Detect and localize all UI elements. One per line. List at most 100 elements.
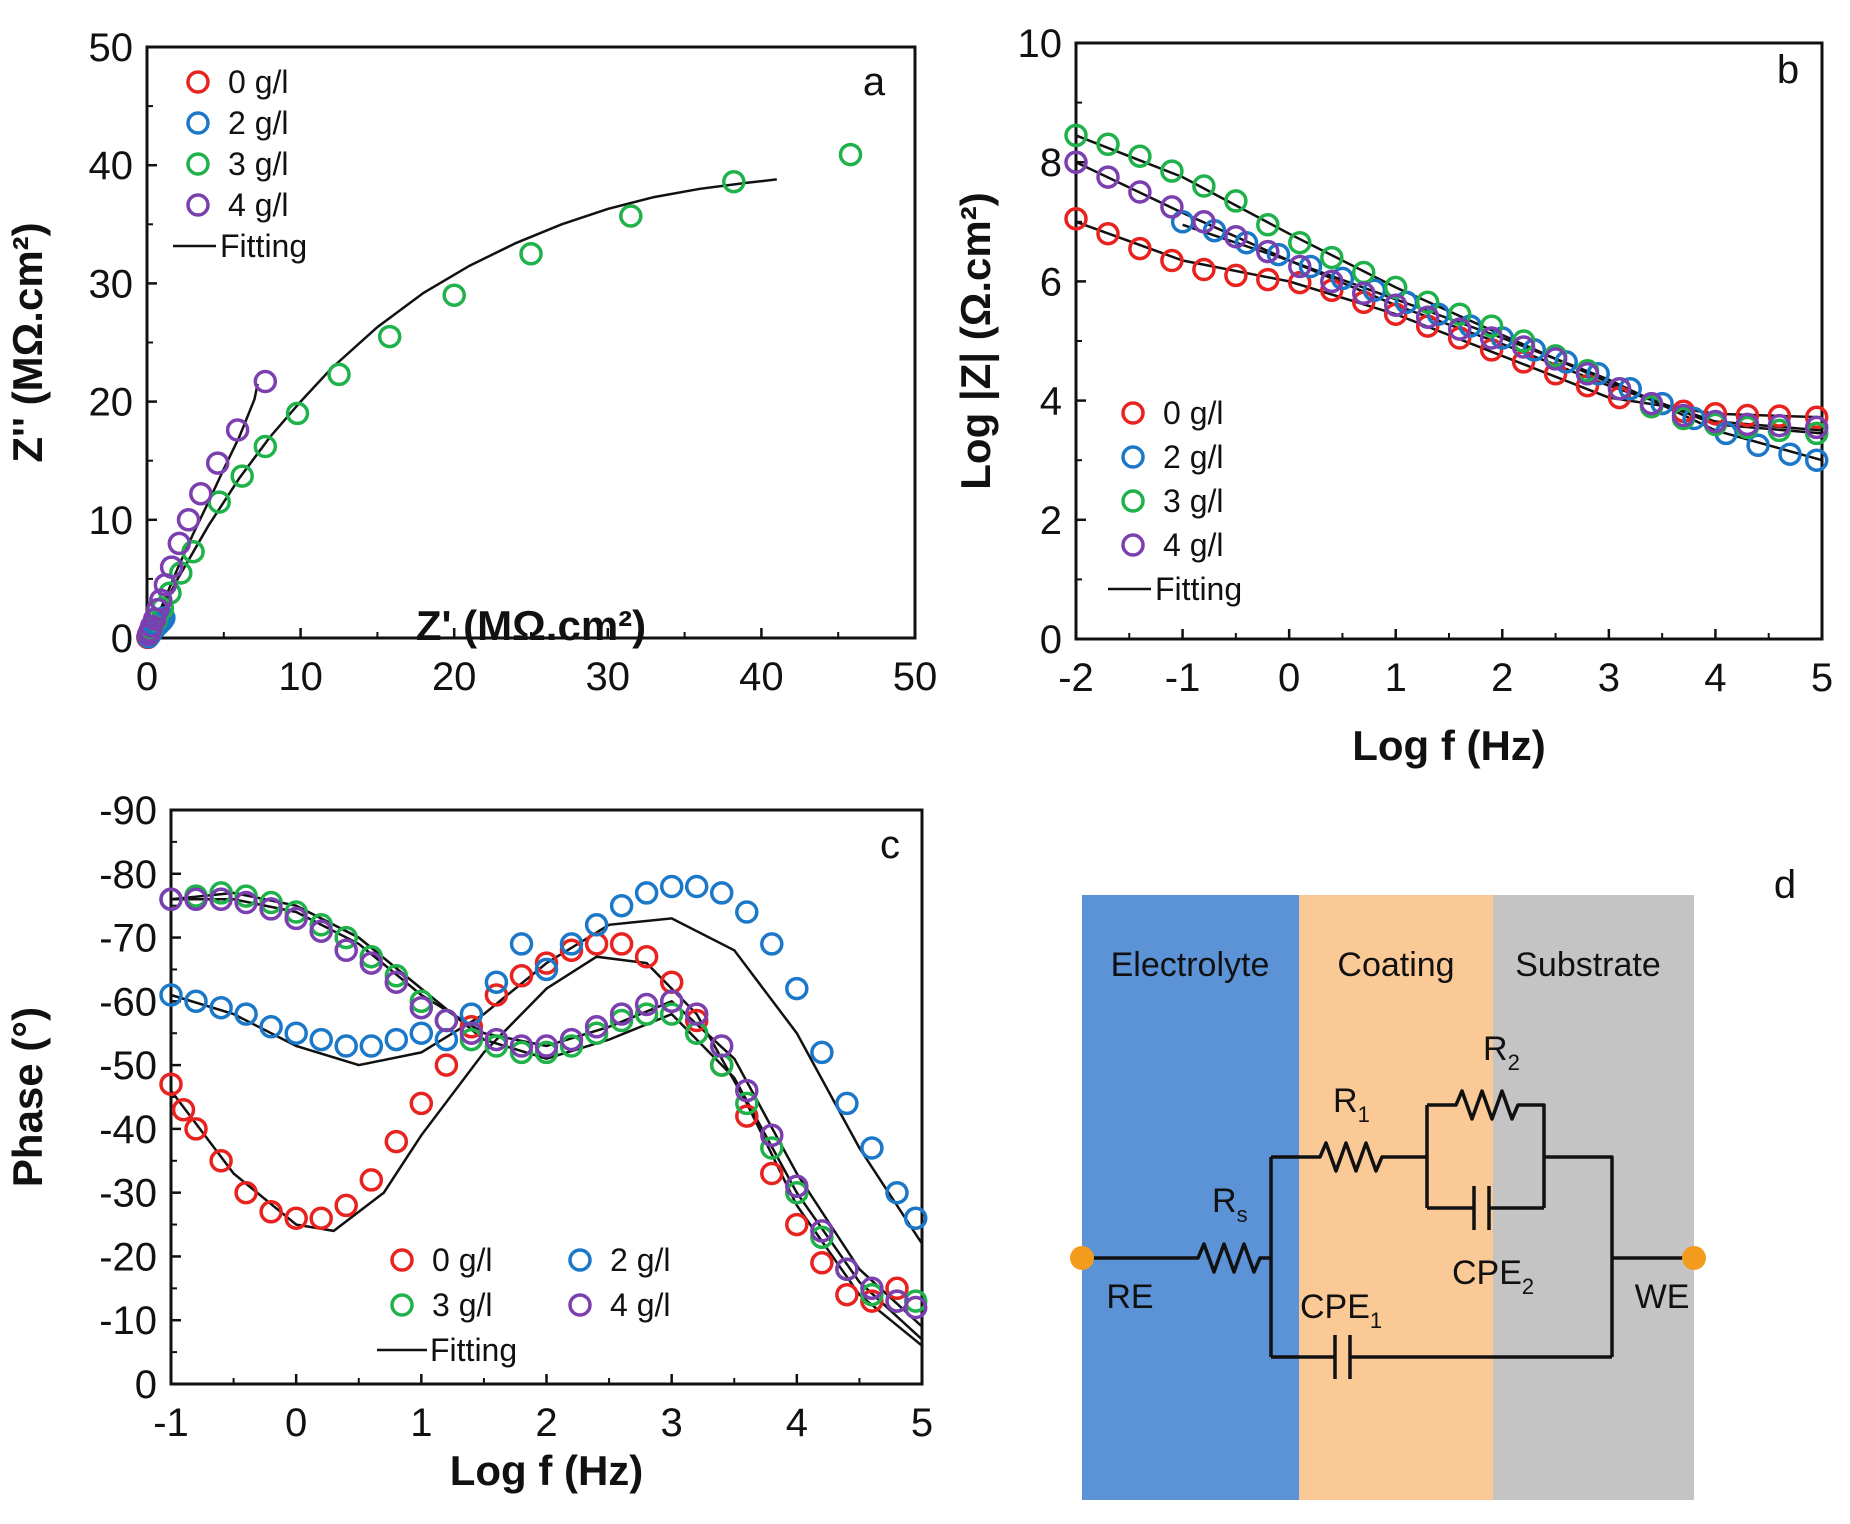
c-point-two xyxy=(609,893,634,918)
a-point-four xyxy=(225,418,250,442)
c-point-zero xyxy=(860,1289,884,1313)
c-x-tick-label: 2 xyxy=(535,1401,557,1445)
b-point-four xyxy=(1639,391,1664,416)
a-point-four xyxy=(253,369,278,394)
c-point-two xyxy=(409,1021,434,1045)
b-point-three xyxy=(1415,290,1440,315)
a-point-three xyxy=(230,464,254,488)
b-legend-label-four: 4 g/l xyxy=(1163,527,1223,563)
c-point-four xyxy=(860,1276,884,1301)
b-point-three xyxy=(1064,123,1088,148)
rs-label: Rs xyxy=(1212,1182,1248,1227)
c-point-zero xyxy=(634,944,659,969)
b-point-four xyxy=(1511,335,1536,359)
a-point-three xyxy=(207,490,231,514)
c-point-three xyxy=(634,1002,659,1026)
c-point-two xyxy=(903,1206,928,1230)
c-point-two xyxy=(159,983,183,1007)
c-point-four xyxy=(709,1034,734,1058)
b-point-zero xyxy=(1224,263,1248,288)
c-point-two xyxy=(384,1027,409,1052)
c-point-zero xyxy=(559,938,584,963)
b-point-four xyxy=(1383,293,1408,317)
b-point-three xyxy=(1224,189,1248,213)
c-point-zero xyxy=(534,951,559,975)
c-point-three xyxy=(309,913,333,937)
c-point-four xyxy=(284,906,308,931)
c-point-three xyxy=(484,1034,509,1058)
a-point-four xyxy=(159,555,184,579)
b-point-four xyxy=(1767,413,1792,438)
b-point-four xyxy=(1735,412,1760,437)
c-point-zero xyxy=(171,1098,196,1122)
c-y-tick-label: -40 xyxy=(99,1108,157,1152)
c-point-zero xyxy=(234,1180,258,1205)
a-y-tick-label: 0 xyxy=(111,617,133,661)
c-point-three xyxy=(509,1040,534,1065)
a-legend-marker-four xyxy=(186,193,210,217)
b-point-zero xyxy=(1192,257,1216,282)
c-legend-label-two: 2 g/l xyxy=(610,1242,670,1278)
b-y-axis-title: Log |Z| (Ω.cm²) xyxy=(952,192,1000,489)
c-fit-line xyxy=(171,898,923,1328)
c-point-three xyxy=(735,1091,759,1116)
b-x-tick-label: 4 xyxy=(1704,656,1726,700)
b-point-four xyxy=(1607,376,1632,401)
c-point-three xyxy=(459,1027,484,1052)
b-point-four xyxy=(1256,239,1280,264)
c-fit-line xyxy=(170,891,923,1341)
cpe1-label: CPE1 xyxy=(1300,1288,1382,1333)
c-point-two xyxy=(584,913,609,937)
c-point-zero xyxy=(209,1149,233,1173)
b-x-axis-title: Log f (Hz) xyxy=(1352,722,1546,769)
b-point-four xyxy=(1320,269,1344,294)
b-point-four xyxy=(1096,165,1120,189)
c-point-four xyxy=(209,887,233,912)
c-point-four xyxy=(259,897,283,921)
electrolyte-label: Electrolyte xyxy=(1111,946,1270,984)
c-x-tick-label: 1 xyxy=(410,1401,432,1445)
a-point-three xyxy=(619,204,643,228)
c-panel-label: c xyxy=(880,823,900,867)
c-point-two xyxy=(334,1034,358,1058)
b-legend-label-two: 2 g/l xyxy=(1163,439,1223,475)
b-point-four xyxy=(1804,415,1829,440)
c-point-four xyxy=(835,1257,859,1281)
a-point-three xyxy=(377,324,402,349)
a-x-axis-title: Z' (MΩ.cm²) xyxy=(416,602,646,649)
c-y-tick-label: -20 xyxy=(99,1235,157,1279)
c-point-three xyxy=(785,1180,809,1205)
c-point-three xyxy=(359,944,384,969)
we-label: WE xyxy=(1635,1278,1690,1316)
b-point-zero xyxy=(1128,236,1152,261)
a-point-three xyxy=(722,169,746,194)
a-fit-line xyxy=(145,178,777,639)
b-point-two xyxy=(1586,362,1610,386)
c-point-two xyxy=(634,881,659,905)
c-point-zero xyxy=(785,1212,809,1237)
panel-c-chart: -1 0 1 2 3 4 50-10-20-30-40-50-60-70-80-90Log … xyxy=(4,789,933,1494)
b-point-four xyxy=(1351,281,1376,306)
c-point-three xyxy=(259,890,283,915)
b-y-tick-label: 10 xyxy=(1018,22,1063,66)
c-point-four xyxy=(534,1034,559,1058)
panel-a-chart: 0 10 20 30 40 50 0 10 20 30 40 50 Z' (MΩ.cm²) Z'' (MΩ… xyxy=(4,26,937,699)
c-point-zero xyxy=(384,1129,409,1154)
a-y-tick-label: 30 xyxy=(89,262,134,306)
c-point-zero xyxy=(509,964,534,988)
b-point-two xyxy=(1650,391,1674,416)
b-point-two xyxy=(1266,242,1291,267)
c-point-two xyxy=(684,874,709,899)
c-point-two xyxy=(259,1015,283,1039)
c-x-tick-label: -1 xyxy=(153,1401,189,1445)
b-point-three xyxy=(1096,132,1120,157)
b-point-four xyxy=(1128,180,1152,204)
c-point-three xyxy=(334,925,358,950)
c-point-four xyxy=(309,919,333,943)
c-point-three xyxy=(209,881,233,905)
c-y-tick-label: -70 xyxy=(99,917,157,961)
c-point-zero xyxy=(459,1015,484,1039)
c-y-tick-label: -30 xyxy=(99,1172,157,1216)
c-point-two xyxy=(810,1040,834,1065)
c-point-four xyxy=(509,1034,534,1058)
